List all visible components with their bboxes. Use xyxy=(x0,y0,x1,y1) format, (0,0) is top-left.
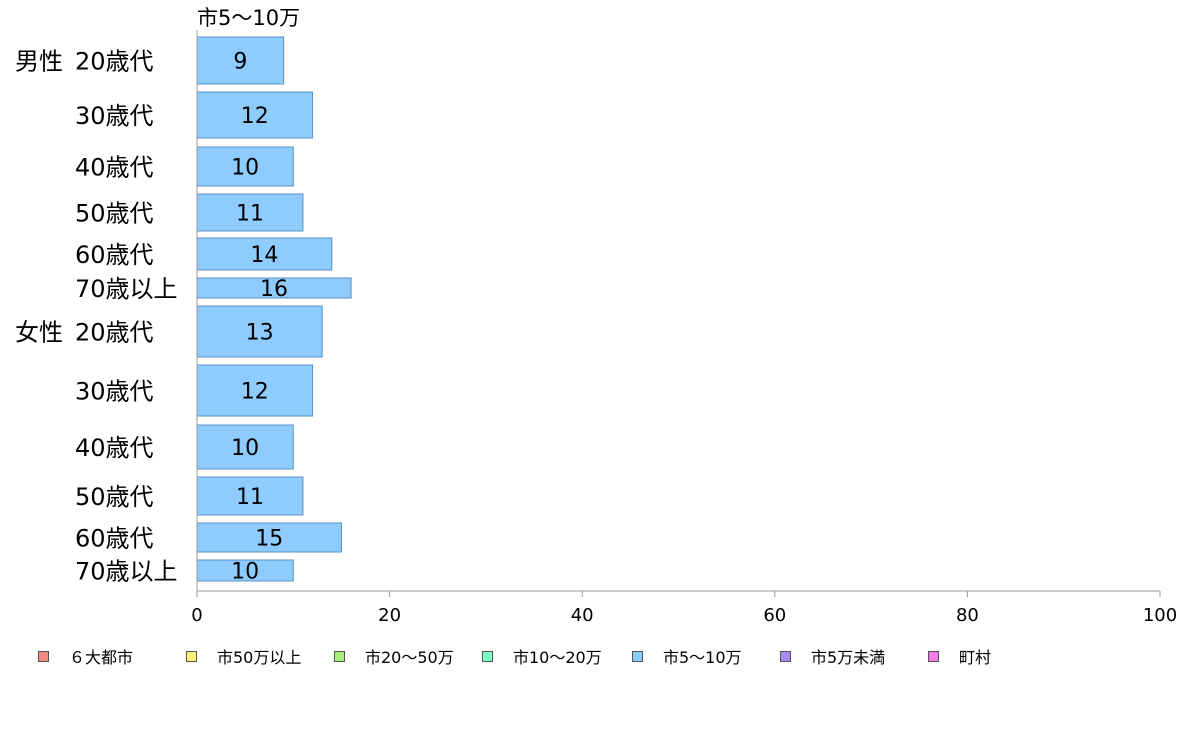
legend-label: 市5万未満 xyxy=(811,648,886,667)
legend-swatch xyxy=(38,650,49,662)
value-label: 14 xyxy=(250,243,278,268)
row-label: 70歳以上 xyxy=(75,275,178,303)
value-label: 10 xyxy=(231,156,259,181)
series-title: 市5～10万 xyxy=(197,6,300,30)
legend-label: ６大都市 xyxy=(69,648,134,667)
value-label: 12 xyxy=(241,380,269,405)
legend-label: 市20～50万 xyxy=(365,648,454,667)
bar-2-1 xyxy=(196,305,323,358)
bars-group: 920歳代男性1230歳代1040歳代1150歳代1460歳代1670歳以上13… xyxy=(15,36,352,586)
legend-swatch xyxy=(186,650,197,662)
value-label: 13 xyxy=(246,321,274,346)
x-tick-label: 60 xyxy=(763,605,786,626)
row-label: 60歳代 xyxy=(75,241,154,269)
bar-1-1 xyxy=(196,36,285,85)
x-tick-label: 100 xyxy=(1143,605,1177,626)
legend-item: 市5万未満 xyxy=(780,644,885,668)
legend-item: 市10～20万 xyxy=(482,644,602,668)
legend-label: 市50万以上 xyxy=(217,648,302,667)
bar-1-2 xyxy=(196,91,314,139)
row-label: 20歳代 xyxy=(75,48,154,76)
value-label: 12 xyxy=(241,104,269,129)
row-label: 30歳代 xyxy=(75,378,154,406)
bar-2-2 xyxy=(196,364,314,417)
bar-1-3 xyxy=(196,146,294,187)
x-tick-label: 20 xyxy=(378,605,401,626)
value-label: 11 xyxy=(236,485,264,510)
legend-swatch xyxy=(928,650,939,662)
x-tick-label: 0 xyxy=(191,605,202,626)
row-label: 40歳代 xyxy=(75,154,154,182)
legend-item: 町村 xyxy=(928,644,991,668)
x-axis: 0 20 40 60 80 100 xyxy=(191,30,1177,626)
legend-swatch xyxy=(334,650,345,662)
bar-1-5 xyxy=(196,237,333,271)
bar-chart: 市5～10万 920歳代男性1230歳代1040歳代1150歳代1460歳代16… xyxy=(15,6,1177,626)
row-label: 70歳以上 xyxy=(75,558,178,586)
value-label: 11 xyxy=(236,202,264,227)
legend-swatch xyxy=(780,650,791,662)
row-label: 60歳代 xyxy=(75,525,154,553)
legend-item: 市20～50万 xyxy=(334,644,454,668)
row-label: 20歳代 xyxy=(75,319,154,347)
legend-swatch xyxy=(632,650,643,662)
legend-label: 町村 xyxy=(959,648,992,667)
legend-label: 市10～20万 xyxy=(513,648,602,667)
legend-label: 市5～10万 xyxy=(663,648,742,667)
value-label: 10 xyxy=(231,560,259,585)
value-label: 15 xyxy=(255,527,283,552)
legend-item: ６大都市 xyxy=(38,644,133,668)
x-tick-label: 40 xyxy=(571,605,594,626)
legend-swatch xyxy=(482,650,493,662)
group-label: 女性 xyxy=(15,319,63,347)
value-label: 9 xyxy=(233,50,247,75)
value-label: 10 xyxy=(231,436,259,461)
row-label: 30歳代 xyxy=(75,102,154,130)
group-label: 男性 xyxy=(15,48,63,76)
x-tick-label: 80 xyxy=(956,605,979,626)
bar-1-4 xyxy=(196,193,304,232)
legend-item: 市5～10万 xyxy=(632,644,742,668)
row-label: 50歳代 xyxy=(75,200,154,228)
row-label: 50歳代 xyxy=(75,483,154,511)
value-label: 16 xyxy=(260,277,288,302)
row-label: 40歳代 xyxy=(75,434,154,462)
legend-item: 市50万以上 xyxy=(186,644,301,668)
